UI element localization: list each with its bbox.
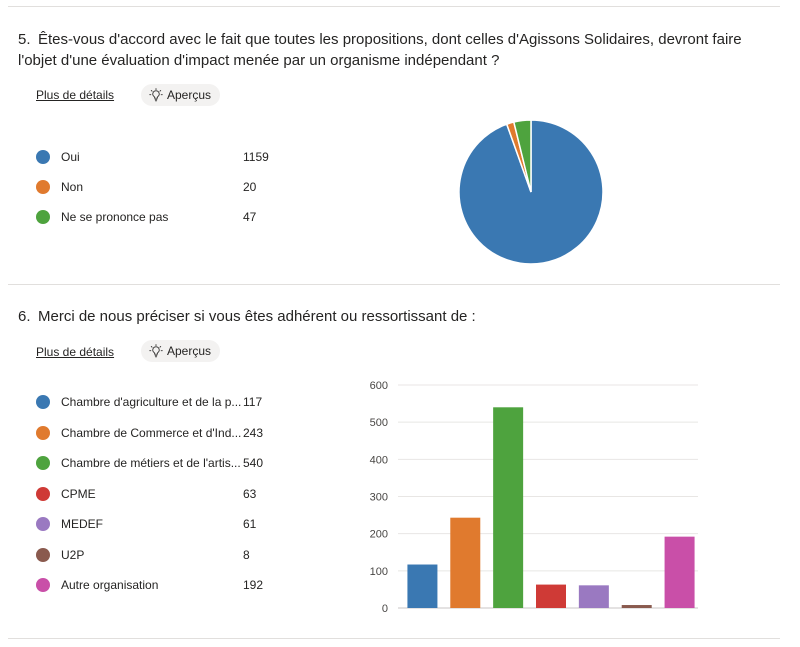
q6-bar-chart: 0 100 200 300 400 500 600 <box>370 380 698 615</box>
legend-item: Autre organisation 192 <box>36 576 263 594</box>
y-tick-label: 500 <box>370 417 388 429</box>
legend-label: Autre organisation <box>61 578 159 592</box>
legend-item: Chambre de Commerce et d'Ind... 243 <box>36 424 263 442</box>
y-tick-label: 400 <box>370 454 388 466</box>
legend-color-dot <box>36 210 50 224</box>
q5-pie-chart <box>458 119 604 265</box>
bar[interactable] <box>664 536 695 608</box>
insights-button[interactable]: Aperçus <box>141 84 221 106</box>
legend-value: 1159 <box>243 150 269 164</box>
bar[interactable] <box>536 584 566 608</box>
insights-label: Aperçus <box>167 344 212 358</box>
legend-label: MEDEF <box>61 517 103 531</box>
legend-label: Chambre d'agriculture et de la p... <box>61 395 242 409</box>
legend-color-dot <box>36 180 50 194</box>
legend-color-dot <box>36 547 50 562</box>
legend-item: CPME 63 <box>36 485 256 503</box>
question-number: 5. <box>18 31 31 48</box>
legend-color-dot <box>36 395 50 409</box>
legend-color-dot <box>36 425 50 440</box>
question-text-line2: l'objet d'une évaluation d'impact menée … <box>18 52 500 69</box>
legend-label: Ne se prononce pas <box>61 210 169 224</box>
legend-value: 243 <box>243 425 264 440</box>
legend-item: Ne se prononce pas 47 <box>36 208 256 226</box>
insights-button[interactable]: Aperçus <box>141 340 221 362</box>
bottom-divider <box>8 638 780 639</box>
y-tick-label: 600 <box>370 380 388 392</box>
lightbulb-icon <box>149 344 163 358</box>
insights-label: Aperçus <box>167 88 212 102</box>
legend-label: Chambre de Commerce et d'Ind... <box>61 425 242 440</box>
legend-color-dot <box>36 517 50 531</box>
legend-value: 8 <box>243 547 250 562</box>
top-divider <box>8 6 780 7</box>
question-text-line1: Êtes-vous d'accord avec le fait que tout… <box>38 31 742 48</box>
legend-label: Chambre de métiers et de l'artis... <box>61 456 241 470</box>
legend-value: 47 <box>243 210 257 224</box>
legend-label: CPME <box>61 486 96 501</box>
lightbulb-icon <box>149 88 163 102</box>
legend-item: Chambre de métiers et de l'artis... 540 <box>36 454 263 472</box>
question-5-title: 5. Êtes-vous d'accord avec le fait que to… <box>18 29 778 71</box>
bar[interactable] <box>621 605 652 608</box>
legend-item: U2P 8 <box>36 546 250 564</box>
bar[interactable] <box>407 564 438 608</box>
legend-value: 192 <box>243 578 264 592</box>
more-details-link[interactable]: Plus de détails <box>36 88 115 102</box>
question-6-title: 6. Merci de nous préciser si vous êtes ad… <box>18 306 778 327</box>
question-number: 6. <box>18 308 31 325</box>
y-tick-label: 300 <box>370 492 388 504</box>
legend-label: Non <box>61 180 84 194</box>
legend-item: Oui 1159 <box>36 148 269 166</box>
legend-color-dot <box>36 486 50 501</box>
legend-value: 20 <box>243 180 257 194</box>
question-text: Merci de nous préciser si vous êtes adhé… <box>38 308 476 325</box>
y-tick-label: 100 <box>370 566 388 578</box>
y-tick-label: 200 <box>370 529 388 541</box>
legend-value: 61 <box>243 517 257 531</box>
legend-item: MEDEF 61 <box>36 515 256 533</box>
y-tick-label: 0 <box>382 603 388 615</box>
legend-item: Chambre d'agriculture et de la p... 117 <box>36 393 262 411</box>
legend-value: 540 <box>243 456 264 470</box>
more-details-link[interactable]: Plus de détails <box>36 345 115 359</box>
legend-color-dot <box>36 456 50 470</box>
bar[interactable] <box>493 407 524 608</box>
legend-item: Non 20 <box>36 178 256 196</box>
legend-label: U2P <box>61 547 85 562</box>
bar[interactable] <box>450 517 481 608</box>
section-divider <box>8 284 780 285</box>
legend-color-dot <box>36 578 50 592</box>
legend-color-dot <box>36 150 50 164</box>
legend-value: 63 <box>243 486 257 501</box>
pie-slice[interactable] <box>512 119 532 193</box>
legend-label: Oui <box>61 150 80 164</box>
legend-value: 117 <box>243 395 263 409</box>
bar[interactable] <box>578 585 609 608</box>
